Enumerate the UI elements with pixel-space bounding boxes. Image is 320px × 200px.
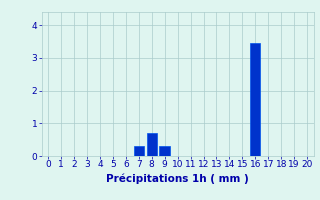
- Bar: [159, 146, 170, 156]
- Bar: [147, 133, 157, 156]
- Bar: [133, 146, 144, 156]
- Bar: [250, 43, 260, 156]
- X-axis label: Précipitations 1h ( mm ): Précipitations 1h ( mm ): [106, 173, 249, 184]
